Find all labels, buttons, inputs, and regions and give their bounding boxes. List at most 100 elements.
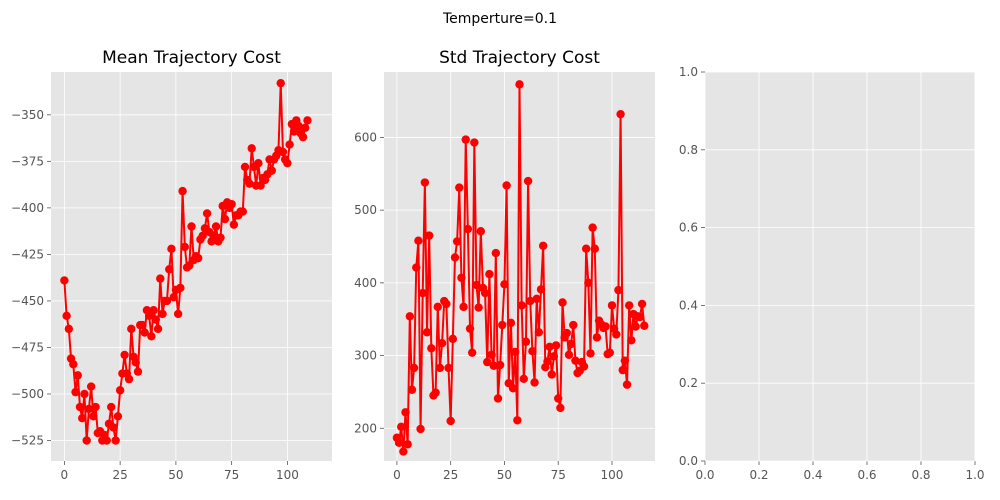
data-point (566, 339, 576, 349)
data-point (581, 244, 591, 253)
data-point (523, 176, 533, 186)
data-point (620, 356, 630, 365)
data-point (124, 374, 134, 384)
y-tick-label: 0.2 (679, 376, 698, 390)
data-point (551, 341, 561, 350)
data-point (285, 140, 294, 149)
y-tick-label: 400 (354, 276, 377, 290)
data-point (238, 207, 247, 216)
data-point (198, 231, 207, 240)
data-point (437, 339, 447, 348)
data-point (278, 147, 288, 157)
data-point (532, 294, 541, 304)
y-tick-label: 200 (354, 421, 377, 435)
data-point (493, 394, 503, 403)
data-point (444, 363, 453, 373)
data-point (517, 301, 526, 310)
data-point (294, 121, 303, 131)
data-point (220, 214, 230, 224)
data-point (173, 309, 183, 319)
subplot-title-std-cost: Std Trajectory Cost (439, 48, 600, 68)
data-point (562, 328, 572, 338)
y-tick-label: 0.0 (679, 454, 698, 468)
data-point (399, 447, 408, 456)
data-point (558, 298, 567, 307)
data-point (472, 280, 481, 290)
data-point (487, 350, 496, 360)
data-point (422, 328, 432, 337)
data-point (607, 301, 617, 310)
data-point (476, 227, 485, 236)
subplot-title-mean-cost: Mean Trajectory Cost (102, 48, 281, 68)
data-point (107, 402, 116, 412)
data-point (216, 233, 225, 242)
y-tick-label: 300 (354, 349, 377, 363)
data-point (530, 378, 539, 387)
data-point (489, 361, 498, 370)
data-point (73, 371, 82, 380)
data-point (167, 244, 176, 254)
data-point (289, 127, 299, 136)
data-point (418, 288, 427, 298)
data-point (138, 320, 147, 330)
figure-suptitle: Temperture=0.1 (442, 11, 557, 27)
data-point (455, 183, 464, 192)
data-point (424, 231, 434, 240)
data-point (605, 348, 615, 357)
data-point (397, 422, 406, 432)
data-point (127, 324, 136, 334)
data-point (547, 370, 556, 379)
data-point (549, 352, 559, 361)
x-tick-label: 25 (443, 468, 458, 482)
data-point (467, 348, 477, 357)
y-tick-label: 0.8 (679, 143, 698, 157)
data-point (71, 387, 80, 397)
data-point (584, 278, 593, 288)
data-point (588, 223, 597, 232)
data-point (165, 265, 174, 274)
subplot-std-cost: 0 25 50 75 100 200 300 400 500 600 Std Trajectory … (354, 48, 655, 482)
x-tick-label: 0.4 (803, 468, 822, 482)
x-tick-label: 50 (168, 468, 183, 482)
data-point (229, 220, 239, 229)
data-point (407, 385, 417, 394)
data-point (528, 347, 537, 356)
data-point (131, 358, 140, 367)
data-point (147, 332, 156, 341)
data-point (433, 302, 442, 312)
y-tick-label: 0.6 (679, 221, 698, 235)
data-point (169, 293, 178, 302)
data-point (60, 276, 69, 285)
data-point (178, 186, 187, 196)
data-point (450, 253, 460, 262)
x-tick-label: 0 (61, 468, 69, 482)
data-point (416, 424, 425, 434)
y-tick-label: −450 (11, 294, 44, 308)
data-point (409, 363, 419, 373)
data-point (89, 412, 98, 421)
data-point (185, 261, 194, 270)
data-point (579, 362, 589, 371)
data-point (267, 166, 276, 175)
data-point (614, 285, 623, 295)
data-point (511, 347, 520, 357)
data-point (459, 302, 468, 312)
data-point (515, 80, 524, 89)
data-point (394, 438, 404, 448)
data-point (156, 274, 165, 283)
x-tick-label: 75 (224, 468, 239, 482)
data-point (240, 162, 250, 172)
data-point (202, 209, 212, 218)
data-point (113, 412, 123, 421)
data-point (519, 374, 528, 384)
data-point (80, 389, 89, 399)
data-point (571, 356, 580, 365)
data-point (485, 269, 494, 279)
data-point (465, 324, 475, 333)
data-point (120, 350, 129, 360)
data-point (554, 394, 563, 403)
data-point (412, 263, 421, 272)
data-point (495, 360, 505, 370)
data-point (403, 440, 412, 449)
